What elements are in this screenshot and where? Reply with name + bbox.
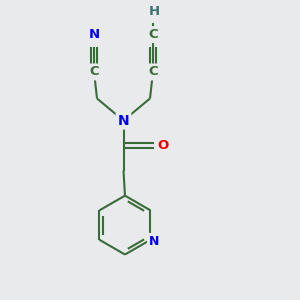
Text: N: N: [88, 28, 100, 41]
Text: H: H: [149, 5, 160, 18]
Text: C: C: [148, 65, 158, 79]
Text: C: C: [89, 65, 99, 79]
Text: N: N: [149, 235, 159, 248]
Text: O: O: [157, 139, 168, 152]
Text: N: N: [118, 114, 129, 128]
Text: C: C: [148, 28, 158, 41]
